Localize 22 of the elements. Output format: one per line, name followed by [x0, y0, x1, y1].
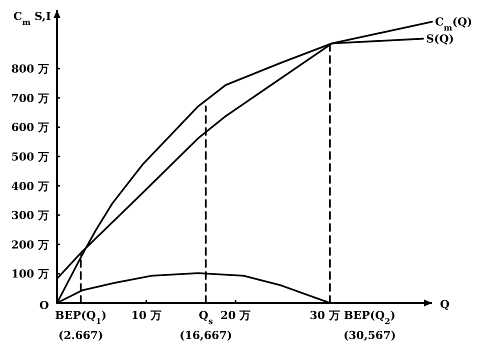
series-label: C$_{m}$(Q) — [435, 16, 472, 33]
series-label: S(Q) — [426, 32, 454, 46]
annotation: (16,667) — [180, 329, 232, 342]
x-tick-label: 30 万 — [310, 309, 340, 322]
y-tick-label: 700 万 — [11, 92, 49, 105]
annotation: (30,567) — [343, 329, 396, 342]
annotation: BEP(Q$_{1}$) — [55, 309, 107, 326]
annotation: Q$_{s}$ — [198, 309, 214, 326]
y-tick-label: 100 万 — [11, 268, 49, 281]
y-tick-label: 800 万 — [11, 62, 49, 76]
y-tick-label: 400 万 — [11, 180, 49, 193]
y-tick-label: O — [39, 299, 50, 312]
y-tick-label: 200 万 — [11, 238, 49, 252]
y-axis-title: C$_{m}$ S,I — [13, 10, 51, 27]
y-tick-label: 500 万 — [11, 150, 49, 164]
y-tick-label: 600 万 — [11, 121, 49, 134]
y-tick-label: 300 万 — [11, 209, 49, 222]
x-axis-title: Q — [440, 298, 450, 311]
x-tick-label: 20 万 — [220, 309, 251, 322]
annotation: BEP(Q$_{2}$) — [344, 309, 396, 326]
x-tick-label: 10 万 — [131, 309, 162, 322]
annotation: (2.667) — [58, 329, 104, 342]
